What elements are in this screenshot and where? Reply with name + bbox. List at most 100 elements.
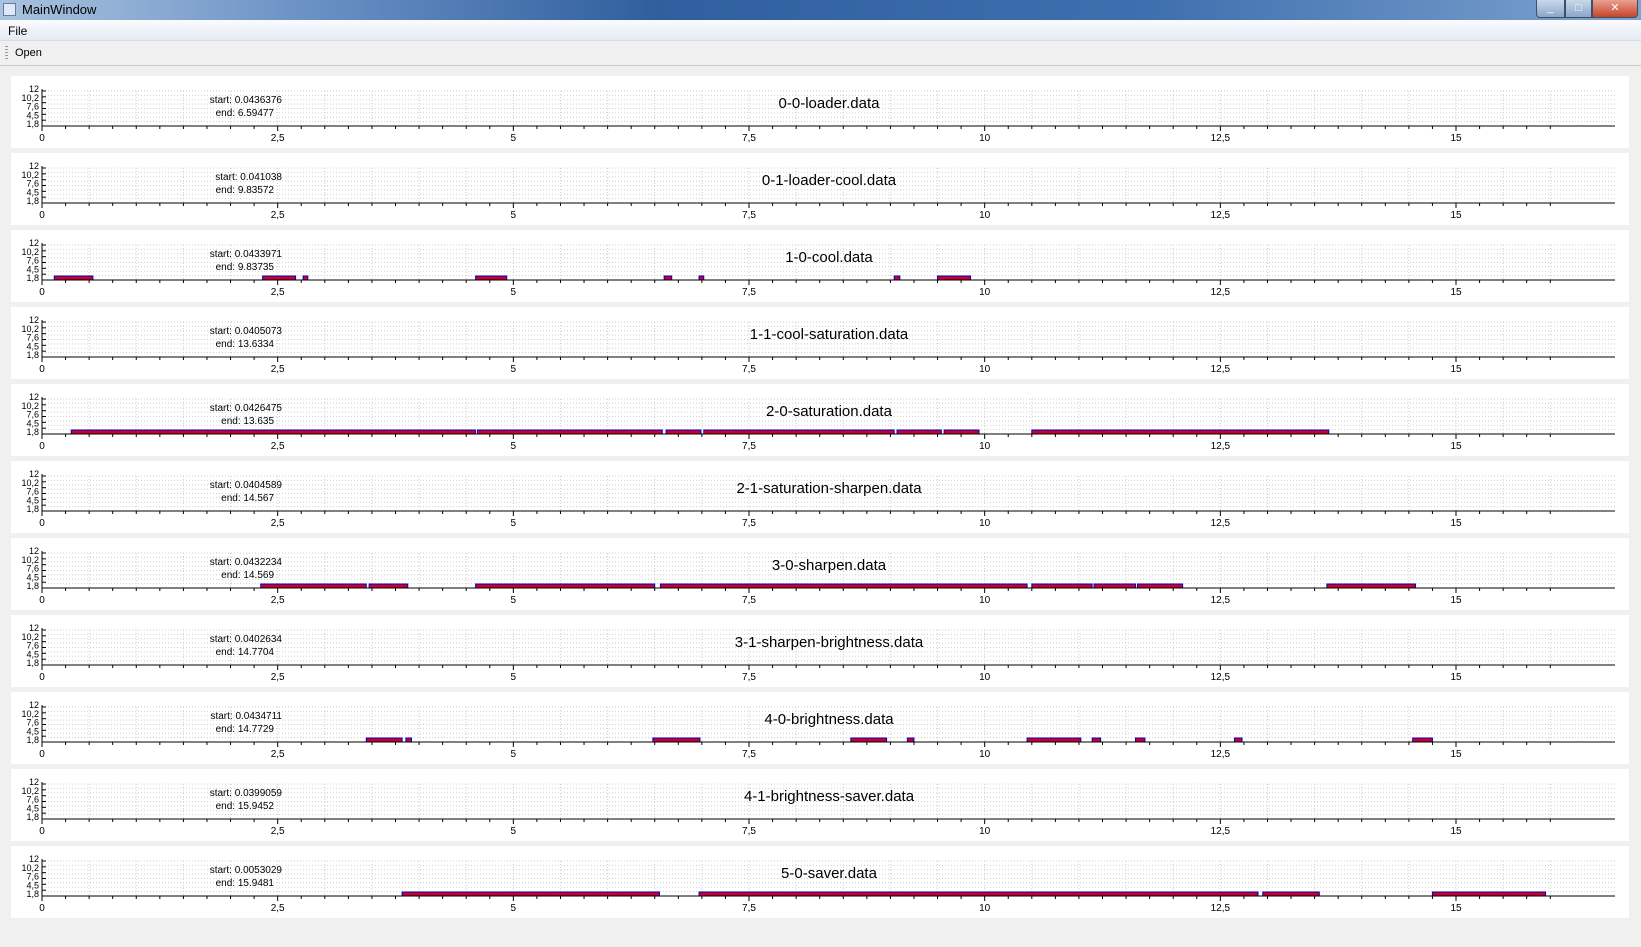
y-tick-label: 12 <box>29 161 39 171</box>
y-tick-label: 4,5 <box>26 572 39 582</box>
y-tick-label: 10,2 <box>21 93 39 103</box>
y-tick-label: 10,2 <box>21 401 39 411</box>
timeline-segment <box>302 275 309 281</box>
x-tick-label: 7,5 <box>742 287 756 298</box>
y-tick-label: 4,5 <box>26 264 39 274</box>
y-tick-label: 4,5 <box>26 110 39 120</box>
end-label: end: 13.6334 <box>216 339 275 350</box>
timeline-segment <box>1026 737 1082 743</box>
start-label: start: 0.041038 <box>215 172 282 183</box>
chart-panel: 1,84,57,610,212 0 2,5 5 7,5 10 12,5 15 start: 0.… <box>11 461 1629 533</box>
x-tick-label: 10 <box>979 210 991 221</box>
x-tick-label: 15 <box>1450 364 1462 375</box>
y-tick-label: 4,5 <box>26 880 39 890</box>
y-tick-label: 7,6 <box>26 872 39 882</box>
x-tick-label: 2,5 <box>271 364 285 375</box>
end-label: end: 9.83735 <box>216 262 275 273</box>
y-tick-label: 4,5 <box>26 726 39 736</box>
y-tick-label: 1,8 <box>26 735 39 745</box>
window-titlebar: MainWindow _ □ ✕ <box>0 0 1641 20</box>
x-tick-label: 12,5 <box>1211 826 1231 837</box>
close-button[interactable]: ✕ <box>1592 0 1638 18</box>
timeline-segment <box>893 275 901 281</box>
x-tick-label: 7,5 <box>742 518 756 529</box>
timeline-segment <box>262 275 297 281</box>
start-label: start: 0.0404589 <box>210 480 283 491</box>
y-tick-label: 7,6 <box>26 487 39 497</box>
end-label: end: 9.83572 <box>216 185 275 196</box>
timeline-segment <box>698 275 705 281</box>
x-tick-label: 12,5 <box>1211 903 1231 914</box>
chart-background <box>11 846 1629 918</box>
x-tick-label: 5 <box>511 364 517 375</box>
timeline-segment <box>906 737 915 743</box>
maximize-icon: □ <box>1575 2 1582 14</box>
x-tick-label: 12,5 <box>1211 749 1231 760</box>
chart-background <box>11 307 1629 379</box>
app-window-icon <box>3 3 16 16</box>
x-tick-label: 0 <box>39 210 45 221</box>
chart-panel: 1,84,57,610,212 0 2,5 5 7,5 10 12,5 15 start: 0.… <box>11 615 1629 687</box>
x-tick-label: 2,5 <box>271 826 285 837</box>
start-label: start: 0.0405073 <box>210 326 283 337</box>
minimize-button[interactable]: _ <box>1536 0 1565 18</box>
x-tick-label: 0 <box>39 133 45 144</box>
timeline-segment <box>1431 891 1547 897</box>
open-button[interactable]: Open <box>15 47 42 59</box>
x-tick-label: 7,5 <box>742 749 756 760</box>
y-tick-label: 1,8 <box>26 812 39 822</box>
toolbar-grip-icon[interactable] <box>5 46 8 60</box>
y-tick-label: 10,2 <box>21 786 39 796</box>
y-tick-label: 10,2 <box>21 324 39 334</box>
x-tick-label: 7,5 <box>742 672 756 683</box>
menu-file[interactable]: File <box>8 24 28 38</box>
toolbar: Open <box>0 41 1641 66</box>
y-tick-label: 10,2 <box>21 170 39 180</box>
chart-title: 2-1-saturation-sharpen.data <box>736 480 922 497</box>
x-tick-label: 12,5 <box>1211 441 1231 452</box>
x-tick-label: 12,5 <box>1211 287 1231 298</box>
y-tick-label: 10,2 <box>21 555 39 565</box>
chart-title: 4-0-brightness.data <box>764 711 894 728</box>
maximize-button[interactable]: □ <box>1565 0 1592 18</box>
x-tick-label: 0 <box>39 672 45 683</box>
chart-title: 0-1-loader-cool.data <box>762 172 897 189</box>
x-tick-label: 10 <box>979 364 991 375</box>
start-label: start: 0.0436376 <box>210 95 283 106</box>
y-tick-label: 1,8 <box>26 427 39 437</box>
y-tick-label: 1,8 <box>26 581 39 591</box>
chart-title: 2-0-saturation.data <box>766 403 893 420</box>
y-tick-label: 7,6 <box>26 102 39 112</box>
x-tick-label: 2,5 <box>271 133 285 144</box>
y-tick-label: 10,2 <box>21 863 39 873</box>
y-tick-label: 4,5 <box>26 187 39 197</box>
chart-background <box>11 692 1629 764</box>
x-tick-label: 7,5 <box>742 441 756 452</box>
timeline-segment <box>1326 583 1416 589</box>
timeline-segment <box>405 737 413 743</box>
timeline-segment <box>937 275 972 281</box>
y-tick-label: 1,8 <box>26 119 39 129</box>
chart-background <box>11 769 1629 841</box>
timeline-segment <box>1135 737 1146 743</box>
x-tick-label: 2,5 <box>271 287 285 298</box>
chart-panel: 1,84,57,610,212 0 2,5 5 7,5 10 12,5 15 start: 0.… <box>11 384 1629 456</box>
y-tick-label: 10,2 <box>21 632 39 642</box>
x-tick-label: 10 <box>979 441 991 452</box>
x-tick-label: 2,5 <box>271 749 285 760</box>
timeline-segment <box>659 583 1028 589</box>
x-tick-label: 15 <box>1450 133 1462 144</box>
y-tick-label: 7,6 <box>26 256 39 266</box>
timeline-segment <box>850 737 888 743</box>
end-label: end: 15.9452 <box>216 801 275 812</box>
timeline-segment <box>703 429 895 435</box>
chart-panel: 1,84,57,610,212 0 2,5 5 7,5 10 12,5 15 start: 0.… <box>11 538 1629 610</box>
x-tick-label: 15 <box>1450 749 1462 760</box>
x-tick-label: 12,5 <box>1211 133 1231 144</box>
chart-panel: 1,84,57,610,212 0 2,5 5 7,5 10 12,5 15 start: 0.… <box>11 307 1629 379</box>
x-tick-label: 0 <box>39 595 45 606</box>
y-tick-label: 10,2 <box>21 709 39 719</box>
chart-background <box>11 615 1629 687</box>
chart-title: 0-0-loader.data <box>779 95 881 112</box>
